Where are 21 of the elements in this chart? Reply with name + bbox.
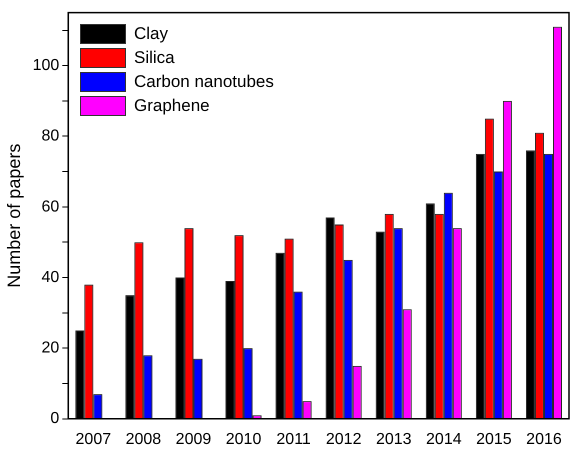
x-tick-label: 2007 bbox=[76, 430, 112, 448]
x-tick-label: 2012 bbox=[326, 430, 362, 448]
y-tick-label: 80 bbox=[42, 128, 60, 145]
y-tick-label: 100 bbox=[32, 56, 60, 74]
y-tick-label: 0 bbox=[50, 410, 60, 428]
legend-label: Graphene bbox=[134, 95, 210, 117]
legend-label: Silica bbox=[134, 47, 175, 69]
x-tick-label: 2008 bbox=[126, 430, 162, 448]
x-tick-label: 2014 bbox=[426, 430, 462, 448]
y-tick-label: 20 bbox=[42, 340, 60, 357]
y-axis-title: Number of papers bbox=[4, 144, 24, 288]
legend-label: Clay bbox=[134, 23, 168, 45]
x-tick-label: 2009 bbox=[176, 430, 212, 448]
y-tick-label: 40 bbox=[42, 268, 60, 286]
x-tick-label: 2015 bbox=[476, 430, 512, 448]
x-tick-label: 2013 bbox=[376, 430, 412, 448]
legend-label: Carbon nanotubes bbox=[134, 71, 274, 93]
y-tick-label: 60 bbox=[42, 198, 60, 216]
x-tick-label: 2016 bbox=[526, 430, 562, 448]
x-tick-label: 2010 bbox=[226, 430, 262, 448]
x-tick-label: 2011 bbox=[276, 430, 311, 448]
